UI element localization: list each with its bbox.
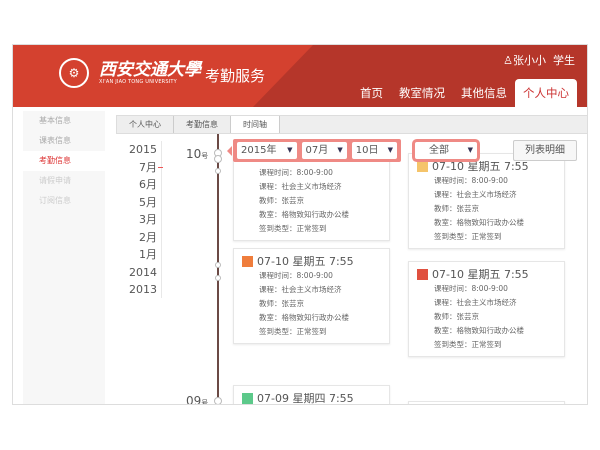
user-icon: ♙ [503,54,513,67]
timeline-node [215,275,221,281]
month-select[interactable]: 07月 ▼ [301,142,347,159]
user-info[interactable]: ♙张小小 学生 [503,54,575,67]
year-select[interactable]: 2015年 ▼ [237,142,297,159]
timeline-node [215,168,221,174]
main-nav: 首页 教室情况 其他信息 个人中心 [352,79,577,107]
month-item[interactable]: 6月 [139,178,157,191]
timeline-node [214,397,222,404]
sidebar-item-basic[interactable]: 基本信息 [39,116,71,125]
nav-classroom[interactable]: 教室情况 [399,86,445,100]
month-item[interactable]: 3月 [139,213,157,226]
year-item[interactable]: 2013 [129,283,157,296]
sidebar-item-attendance[interactable]: 考勤信息 [23,151,105,171]
date-filter-bar: 2015年 ▼ 07月 ▼ 10日 ▼ [227,139,401,162]
app-title: 考勤服务 [205,67,266,85]
checkin-icon [242,255,253,267]
caret-down-icon: ▼ [287,146,293,154]
day-label: 10号 [186,147,209,161]
breadcrumb-item[interactable]: 个人中心 [117,116,174,133]
sidebar-item-leave[interactable]: 请假申请 [39,176,71,185]
timeline-node [215,262,221,268]
university-name: 西安交通大學 [99,60,201,80]
attendance-card[interactable] [408,401,565,404]
checkin-icon [242,392,253,404]
caret-down-icon: ▼ [387,146,394,154]
year-item[interactable]: 2015 [129,143,157,156]
attendance-card[interactable]: 07-10 星期五 7:55 课程时间：8:00-9:00 课程：社会主义市场经… [408,261,565,357]
university-seal-icon: ⚙ [59,58,89,88]
type-select[interactable]: 全部 ▼ [415,142,477,159]
attendance-card[interactable]: 07-10 星期五 7:55 课程时间：8:00-9:00 课程：社会主义市场经… [233,248,390,344]
month-item[interactable]: 7月 [116,159,157,177]
caret-down-icon: ▼ [337,146,343,154]
university-name-en: XI'AN JIAO TONG UNIVERSITY [99,79,177,85]
nav-home[interactable]: 首页 [360,86,383,100]
timeline-line [217,134,219,404]
month-item[interactable]: 2月 [139,230,157,244]
year-item[interactable]: 2014 [129,265,157,279]
attendance-card[interactable]: 07-10 星期五 7:55 课程时间：8:00-9:00 课程：社会主义市场经… [408,153,565,249]
checkin-icon [417,268,428,280]
day-select[interactable]: 10日 ▼ [351,142,398,159]
nav-personal[interactable]: 个人中心 [515,79,577,107]
day-label: 09号 [186,394,209,405]
attendance-card[interactable]: 07-09 星期四 7:55 [233,385,390,404]
checkin-icon [417,160,428,172]
timeline-node [214,155,222,163]
caret-down-icon: ▼ [467,146,473,154]
list-detail-button[interactable]: 列表明细 [513,140,577,161]
year-month-index: 2015 7月 6月 5月 3月 2月 1月 2014 2013 [116,141,162,298]
sidebar: 基本信息 课表信息 考勤信息 请假申请 订阅信息 [23,111,105,404]
breadcrumb-item[interactable]: 考勤信息 [174,116,231,133]
app-window: ⚙ 西安交通大學 XI'AN JIAO TONG UNIVERSITY 考勤服务… [12,44,588,405]
nav-other[interactable]: 其他信息 [461,86,507,100]
month-item[interactable]: 5月 [139,195,157,209]
header: ⚙ 西安交通大學 XI'AN JIAO TONG UNIVERSITY 考勤服务… [13,45,587,107]
breadcrumb-current: 时间轴 [231,116,280,133]
sidebar-item-subscribe[interactable]: 订阅信息 [39,196,71,205]
attendance-card[interactable]: 课程时间：8:00-9:00 课程：社会主义市场经济 教师：张芸京 教室：格物致… [233,151,390,241]
month-item[interactable]: 1月 [139,248,157,261]
sidebar-item-schedule[interactable]: 课表信息 [39,136,71,145]
breadcrumb: 个人中心 考勤信息 时间轴 [116,115,587,134]
